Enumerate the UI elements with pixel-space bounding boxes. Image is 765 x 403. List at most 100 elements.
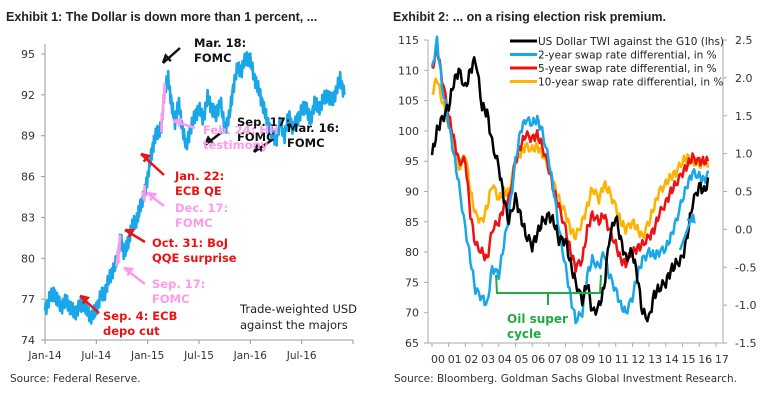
y-tick-label: 95 (21, 48, 35, 61)
annotation-label: Oct. 31: BoJ (152, 236, 228, 250)
annotation-arrow-head (146, 191, 158, 202)
oil-super-cycle-brace (495, 274, 602, 305)
exhibit1-chart: 74 77 80 83 86 89 92 95 Jan-14 Jul-14 Jan-15 Jul-15… (21, 36, 357, 362)
annotation-arrow-shaft (253, 138, 273, 154)
annotation-label: ECB QE (175, 184, 222, 198)
x-tick-label: 02 (464, 353, 478, 366)
annotation-arrow-head (203, 135, 214, 146)
right-y-tick-label: 0.5 (735, 186, 753, 199)
right-y-tick-label: 1.5 (735, 110, 753, 123)
annotation-arrow-head (172, 117, 183, 128)
y-tick-label: 86 (21, 171, 35, 184)
annotation-label: testimony (203, 138, 269, 152)
y-tick-label: 74 (21, 334, 35, 347)
annotation-arrow-shaft (123, 267, 146, 285)
x-tick-label: 03 (481, 353, 495, 366)
x-tick-label: Jul-14 (80, 350, 111, 362)
annotation-label: Mar. 18: (194, 36, 246, 50)
left-y-tick-label: 95 (405, 155, 419, 168)
legend-label: 5-year swap rate differential, in % (538, 63, 717, 75)
annotation-label: FOMC (194, 51, 232, 65)
x-tick-label: 06 (531, 353, 545, 366)
x-tick-label: 14 (665, 353, 679, 366)
annotation-label: QQE surprise (152, 251, 237, 265)
x-tick-label: Jul-15 (183, 350, 214, 362)
left-y-tick-label: 90 (405, 186, 419, 199)
y-tick-label: 83 (21, 211, 35, 224)
usd-twi-line (43, 50, 346, 325)
right-y-tick-label: 2.0 (735, 72, 753, 85)
annotation-arrow-shaft (162, 47, 181, 64)
annotation-label: Sep. 17: (237, 115, 290, 129)
annotation-label: depo cut (103, 324, 160, 338)
x-tick-label: 17 (715, 353, 729, 366)
left-y-tick-label: 85 (405, 216, 419, 229)
swap-10y-line (431, 77, 710, 241)
exhibit2-chart: 65707580859095100105110115-1.5-1.0-0.50.… (398, 34, 756, 366)
exhibit1-source: Source: Federal Reserve. (10, 373, 141, 385)
left-y-tick-label: 110 (398, 64, 419, 77)
annotation-label: FOMC (287, 136, 325, 150)
x-tick-label: Jan-14 (27, 350, 62, 362)
legend-label: US Dollar TWI against the G10 (lhs) (538, 36, 724, 48)
annotation-arrow-head (79, 294, 91, 305)
y-tick-label: 89 (21, 130, 35, 143)
left-y-tick-label: 115 (398, 34, 419, 47)
left-y-tick-label: 80 (405, 246, 419, 259)
y-tick-label: 80 (21, 252, 35, 265)
x-tick-label: 08 (565, 353, 579, 366)
right-y-tick-label: -0.5 (735, 261, 756, 274)
left-y-tick-label: 105 (398, 95, 419, 108)
highlight-segment (160, 82, 167, 133)
right-y-tick-label: 2.5 (735, 34, 753, 47)
legend-note: Trade-weighted USD (239, 302, 357, 316)
annotation-arrow-head (161, 53, 172, 64)
swap-2y-line (430, 35, 710, 325)
highlight-segment (115, 234, 122, 267)
y-tick-label: 77 (21, 293, 35, 306)
right-y-tick-label: -1.5 (735, 337, 756, 350)
x-tick-label: 01 (448, 353, 462, 366)
annotation-arrow-shaft (124, 228, 146, 244)
x-tick-label: 05 (515, 353, 529, 366)
left-y-tick-label: 70 (405, 307, 419, 320)
x-tick-label: 15 (682, 353, 696, 366)
annotation-arrow-shaft (204, 131, 223, 146)
left-y-tick-label: 75 (405, 276, 419, 289)
annotation-arrow-head (252, 142, 264, 153)
annotation-label: Sep. 4: ECB (103, 309, 177, 323)
x-tick-label: Jan-15 (130, 350, 164, 362)
annotation-label: Dec. 17: (175, 201, 228, 215)
annotation-arrow-head (140, 152, 152, 163)
annotation-label: Jan. 22: (174, 169, 224, 183)
x-tick-label: 13 (648, 353, 662, 366)
annotation-label: FOMC (152, 292, 190, 306)
annotation-label: Mar. 16: (287, 121, 339, 135)
left-y-tick-label: 65 (405, 337, 419, 350)
legend-note: against the majors (240, 318, 348, 332)
x-tick-label: Jan-16 (233, 350, 268, 362)
legend-label: 10-year swap rate differential, in % (538, 77, 723, 89)
annotation-arrow-head (123, 266, 135, 277)
annotation-arrow-shaft (146, 192, 165, 207)
annotation-arrow-shaft (172, 119, 196, 130)
annotation-arrow-head (124, 228, 136, 238)
annotation-arrow-shaft (79, 295, 100, 314)
rising-arrow-head (686, 213, 696, 224)
annotation-arrow-shaft (140, 153, 165, 176)
x-tick-label: 04 (498, 353, 512, 366)
exhibit1-title: Exhibit 1: The Dollar is down more than … (6, 10, 318, 24)
oil-super-cycle-label: Oil super (507, 312, 568, 326)
right-y-tick-label: -1.0 (735, 299, 756, 312)
x-tick-label: 11 (615, 353, 629, 366)
exhibit2-title: Exhibit 2: ... on a rising election risk… (393, 10, 666, 24)
annotation-label: FOMC (175, 216, 213, 230)
exhibit2-source: Source: Bloomberg. Goldman Sachs Global … (394, 373, 738, 385)
legend-label: 2-year swap rate differential, in % (538, 50, 717, 62)
swap-5y-line (431, 47, 710, 274)
annotation-label: Sep. 17: (152, 277, 205, 291)
x-tick-label: 12 (631, 353, 645, 366)
x-tick-label: 09 (581, 353, 595, 366)
oil-super-cycle-label: cycle (507, 327, 541, 341)
annotation-label: FOMC (237, 130, 275, 144)
